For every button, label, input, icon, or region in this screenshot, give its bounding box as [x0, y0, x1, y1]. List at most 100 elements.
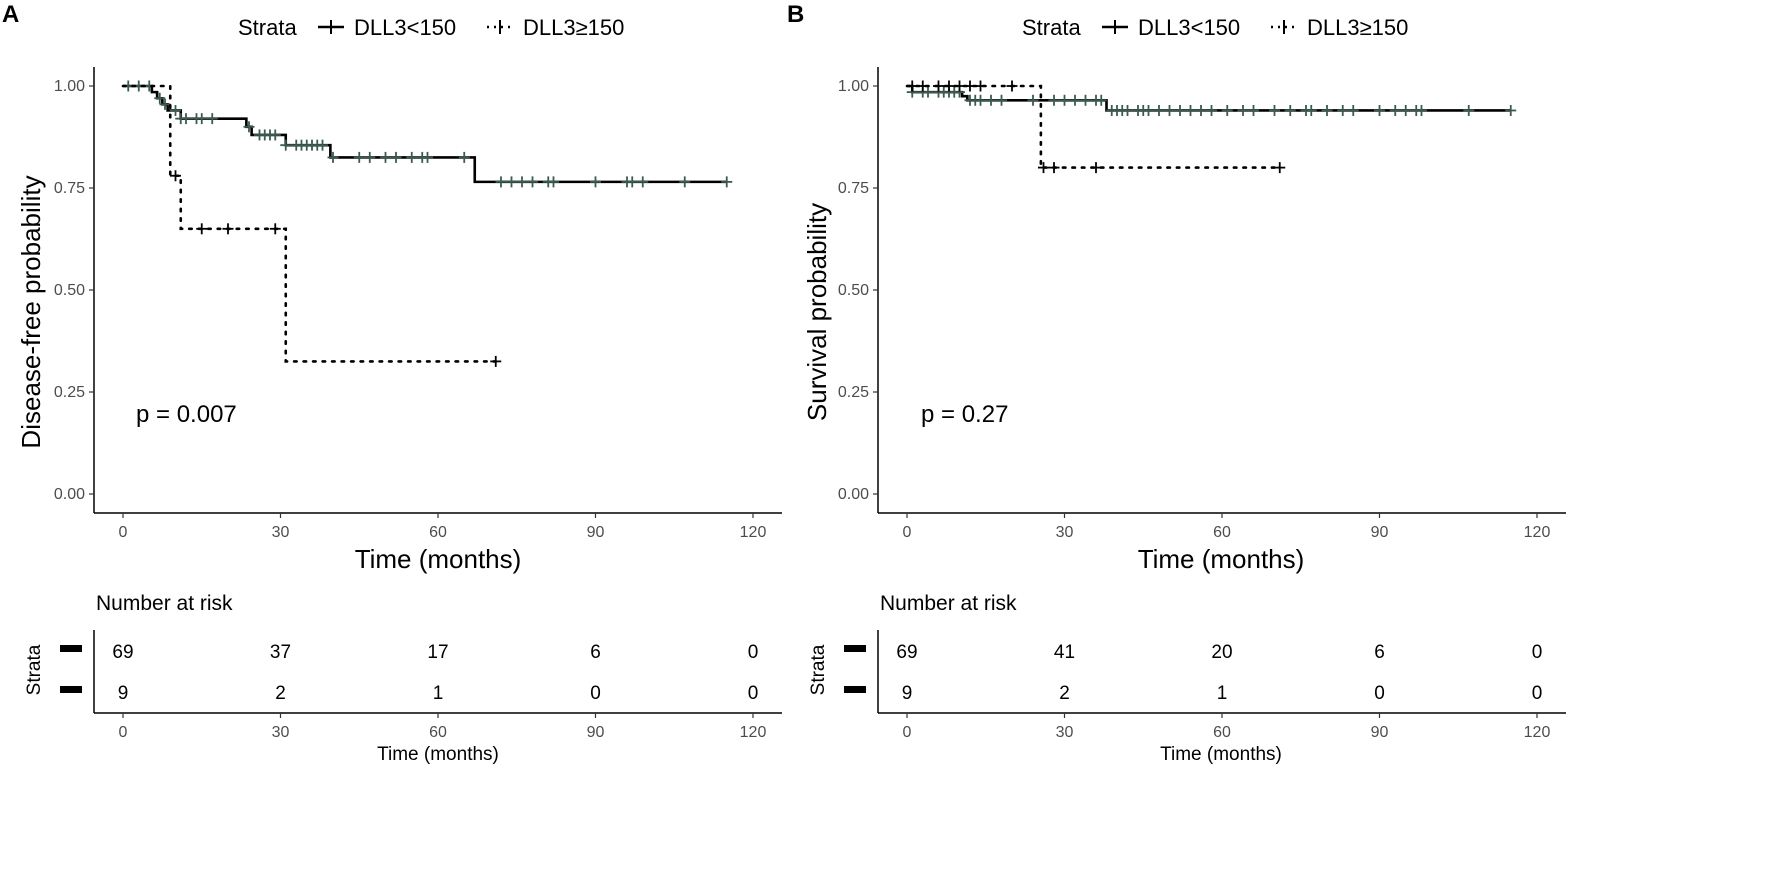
- risk-table: Number at risk Strata 69 37 17 6 09 2 1 0 00 30 60…: [24, 592, 782, 765]
- censor-mark: [1347, 104, 1359, 116]
- panel-letter: A: [2, 1, 19, 28]
- risk-count: 2: [1059, 683, 1070, 704]
- censor-mark: [1237, 104, 1249, 116]
- risk-key-dotted: [60, 686, 82, 693]
- risk-x-tick-label: 90: [1371, 724, 1389, 741]
- x-tick-label: 60: [1213, 524, 1231, 541]
- risk-count: 0: [748, 683, 759, 704]
- censor-mark: [679, 176, 691, 188]
- censor-mark: [317, 139, 328, 151]
- censor-mark: [943, 80, 955, 92]
- censor-mark: [1027, 94, 1039, 106]
- censor-mark: [1048, 162, 1060, 174]
- censor-mark: [1185, 104, 1196, 116]
- x-tick-label: 90: [1371, 524, 1389, 541]
- risk-count: 9: [902, 683, 913, 704]
- risk-x-axis-title: Time (months): [1160, 744, 1282, 765]
- risk-count: 41: [1054, 642, 1075, 663]
- legend-key-dotted: [487, 20, 513, 34]
- km-curve-dll3-low: [907, 84, 1511, 112]
- censor-mark: [964, 80, 976, 92]
- censor-mark: [1174, 104, 1186, 116]
- censor-mark: [422, 151, 433, 163]
- censor-mark: [975, 80, 986, 92]
- risk-x-tick-label: 120: [740, 724, 767, 741]
- risk-count: 20: [1211, 642, 1232, 663]
- censor-mark: [922, 86, 934, 98]
- censor-mark: [353, 151, 365, 163]
- x-tick-label: 30: [1056, 524, 1074, 541]
- censor-mark: [933, 80, 944, 92]
- risk-count: 0: [1532, 642, 1543, 663]
- x-axis-title: Time (months): [1138, 544, 1305, 574]
- risk-count: 6: [1374, 642, 1385, 663]
- censor-mark: [1206, 104, 1217, 116]
- y-tick-label: 0.00: [54, 486, 85, 503]
- censor-mark: [996, 94, 1007, 106]
- censor-mark: [327, 151, 339, 163]
- censor-mark: [906, 80, 918, 92]
- p-value: p = 0.007: [136, 401, 237, 428]
- censor-mark: [406, 151, 418, 163]
- censor-mark: [1048, 94, 1060, 106]
- km-curve-dll3-high: [905, 84, 1282, 169]
- legend-title: Strata: [238, 15, 297, 40]
- censor-mark: [1321, 104, 1333, 116]
- panel-a: A Strata DLL3<150 DLL3≥150 0.000.250.500…: [2, 1, 782, 765]
- censor-mark: [637, 176, 649, 188]
- risk-count: 37: [270, 642, 291, 663]
- censor-mark: [1274, 162, 1286, 174]
- x-tick-label: 120: [740, 524, 767, 541]
- risk-count: 6: [590, 642, 601, 663]
- y-axis-title: Survival probability: [802, 203, 832, 421]
- y-tick-label: 1.00: [838, 78, 869, 95]
- risk-x-tick-label: 0: [119, 724, 128, 741]
- censor-mark: [390, 151, 402, 163]
- legend-key-dotted: [1271, 20, 1297, 34]
- x-tick-label: 0: [903, 524, 912, 541]
- y-tick-label: 0.50: [54, 282, 85, 299]
- censor-mark: [1337, 104, 1349, 116]
- x-tick-label: 90: [587, 524, 605, 541]
- censor-mark: [975, 94, 986, 106]
- x-tick-label: 120: [1524, 524, 1551, 541]
- y-tick-label: 0.75: [838, 180, 869, 197]
- risk-table: Number at risk Strata 69 41 20 6 09 2 1 0 00 30 60…: [808, 592, 1566, 765]
- censor-mark: [506, 176, 517, 188]
- risk-x-tick-label: 90: [587, 724, 605, 741]
- panel-letter: B: [787, 1, 804, 28]
- legend-key-solid: [1102, 20, 1128, 34]
- risk-count: 69: [896, 642, 917, 663]
- censor-mark: [170, 104, 181, 116]
- censor-mark: [1284, 104, 1296, 116]
- risk-strata-label: Strata: [24, 644, 45, 695]
- censor-mark: [159, 98, 171, 110]
- censor-mark: [154, 92, 166, 104]
- censor-mark: [1164, 104, 1175, 116]
- censor-mark: [954, 80, 965, 92]
- censor-mark: [1221, 104, 1233, 116]
- censor-mark: [626, 176, 638, 188]
- censor-mark: [1269, 104, 1280, 116]
- censor-mark: [548, 176, 559, 188]
- censor-mark: [527, 176, 538, 188]
- censor-mark: [721, 176, 733, 188]
- risk-x-tick-label: 30: [272, 724, 290, 741]
- censor-mark: [222, 223, 234, 235]
- y-tick-label: 1.00: [54, 78, 85, 95]
- risk-count: 1: [1217, 683, 1228, 704]
- x-axis-title: Time (months): [355, 544, 522, 574]
- y-tick-label: 0.25: [838, 384, 869, 401]
- risk-count: 0: [1532, 683, 1543, 704]
- censor-mark: [170, 170, 181, 182]
- censor-mark: [1006, 80, 1018, 92]
- risk-count: 17: [427, 642, 448, 663]
- risk-key-dotted: [844, 686, 866, 693]
- y-tick-label: 0.00: [838, 486, 869, 503]
- censor-mark: [1080, 94, 1091, 106]
- risk-table-title: Number at risk: [96, 592, 233, 615]
- y-axis-title: Disease-free probability: [16, 175, 46, 448]
- censor-mark: [495, 176, 507, 188]
- plot-area: 0.00 0.25 0.50 0.75 1.00 0 30 60 90 120: [838, 67, 1566, 541]
